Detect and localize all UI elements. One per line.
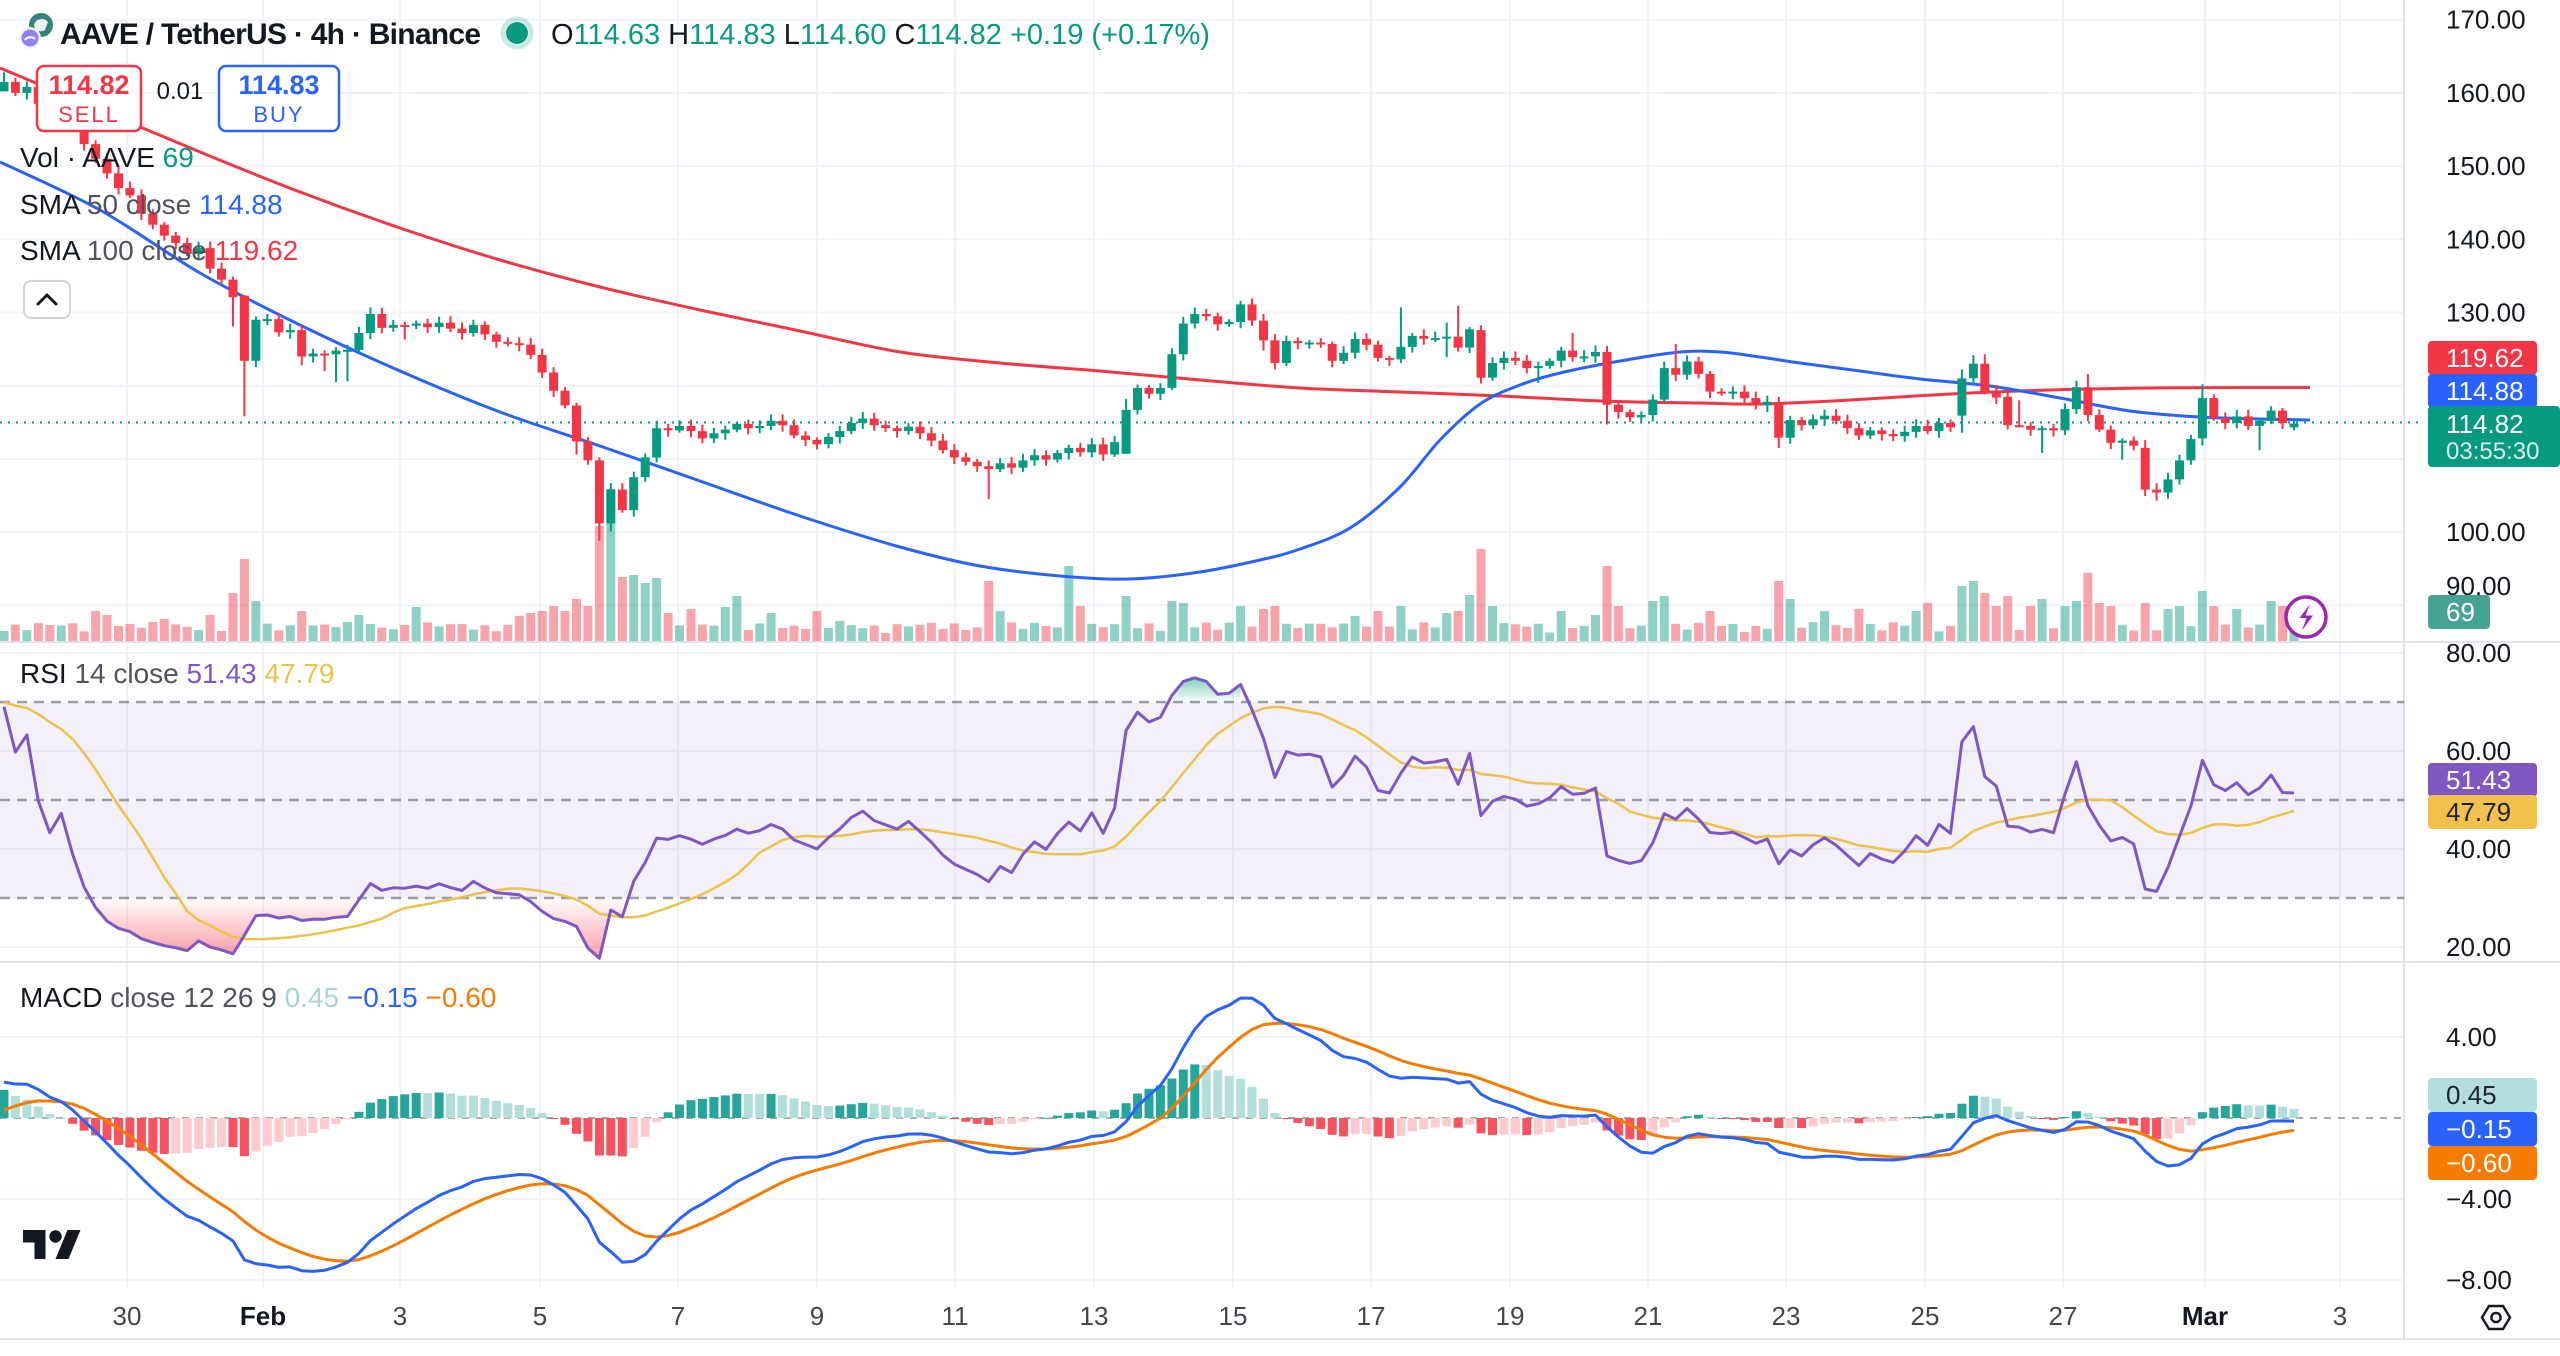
svg-text:23: 23 — [1772, 1301, 1801, 1331]
svg-text:11: 11 — [942, 1301, 969, 1331]
svg-text:47.79: 47.79 — [2446, 797, 2511, 827]
svg-text:51.43: 51.43 — [2446, 765, 2511, 795]
svg-text:140.00: 140.00 — [2446, 224, 2526, 254]
svg-text:60.00: 60.00 — [2446, 736, 2511, 766]
svg-text:9: 9 — [810, 1301, 824, 1331]
svg-text:0.45: 0.45 — [2446, 1080, 2497, 1110]
svg-text:−4.00: −4.00 — [2446, 1184, 2512, 1214]
svg-text:114.88: 114.88 — [2446, 376, 2524, 406]
svg-text:17: 17 — [1357, 1301, 1386, 1331]
svg-text:Feb: Feb — [240, 1301, 286, 1331]
svg-text:−8.00: −8.00 — [2446, 1265, 2512, 1295]
svg-text:3: 3 — [2333, 1301, 2347, 1331]
svg-text:15: 15 — [1219, 1301, 1248, 1331]
svg-text:7: 7 — [671, 1301, 685, 1331]
svg-text:114.82: 114.82 — [2446, 409, 2524, 439]
svg-text:Vol · AAVE 69: Vol · AAVE 69 — [20, 142, 194, 173]
svg-text:4.00: 4.00 — [2446, 1022, 2497, 1052]
svg-text:−0.15: −0.15 — [2446, 1114, 2512, 1144]
svg-text:27: 27 — [2049, 1301, 2078, 1331]
svg-text:AAVE / TetherUS · 4h · Binance: AAVE / TetherUS · 4h · Binance — [60, 18, 481, 51]
svg-text:160.00: 160.00 — [2446, 78, 2526, 108]
svg-text:25: 25 — [1911, 1301, 1940, 1331]
svg-text:0.01: 0.01 — [157, 78, 204, 105]
svg-text:100.00: 100.00 — [2446, 517, 2526, 547]
svg-text:40.00: 40.00 — [2446, 834, 2511, 864]
svg-text:SELL: SELL — [58, 102, 120, 127]
svg-text:5: 5 — [533, 1301, 547, 1331]
svg-text:114.82: 114.82 — [48, 70, 129, 100]
svg-text:RSI 14 close 51.43 47.79: RSI 14 close 51.43 47.79 — [20, 658, 334, 689]
svg-text:13: 13 — [1080, 1301, 1109, 1331]
svg-text:−0.60: −0.60 — [2446, 1148, 2512, 1178]
svg-text:Mar: Mar — [2182, 1301, 2228, 1331]
svg-text:SMA 50 close 114.88: SMA 50 close 114.88 — [20, 189, 283, 220]
svg-text:BUY: BUY — [253, 102, 304, 127]
svg-text:21: 21 — [1634, 1301, 1663, 1331]
svg-text:69: 69 — [2446, 597, 2475, 627]
svg-text:170.00: 170.00 — [2446, 5, 2526, 35]
svg-text:SMA 100 close 119.62: SMA 100 close 119.62 — [20, 235, 298, 266]
svg-text:20.00: 20.00 — [2446, 932, 2511, 962]
svg-text:130.00: 130.00 — [2446, 298, 2526, 328]
svg-text:150.00: 150.00 — [2446, 151, 2526, 181]
svg-text:O114.63 H114.83 L114.60 C114.8: O114.63 H114.83 L114.60 C114.82 +0.19 (+… — [551, 19, 1210, 51]
svg-text:119.62: 119.62 — [2446, 343, 2524, 373]
svg-text:19: 19 — [1496, 1301, 1525, 1331]
svg-text:30: 30 — [113, 1301, 142, 1331]
svg-text:3: 3 — [393, 1301, 407, 1331]
svg-text:MACD close 12 26 9 0.45 −0.1: MACD close 12 26 9 0.45 −0.15 −0.60 — [20, 982, 496, 1013]
svg-text:03:55:30: 03:55:30 — [2446, 438, 2539, 465]
svg-text:80.00: 80.00 — [2446, 638, 2511, 668]
svg-text:114.83: 114.83 — [238, 70, 319, 100]
